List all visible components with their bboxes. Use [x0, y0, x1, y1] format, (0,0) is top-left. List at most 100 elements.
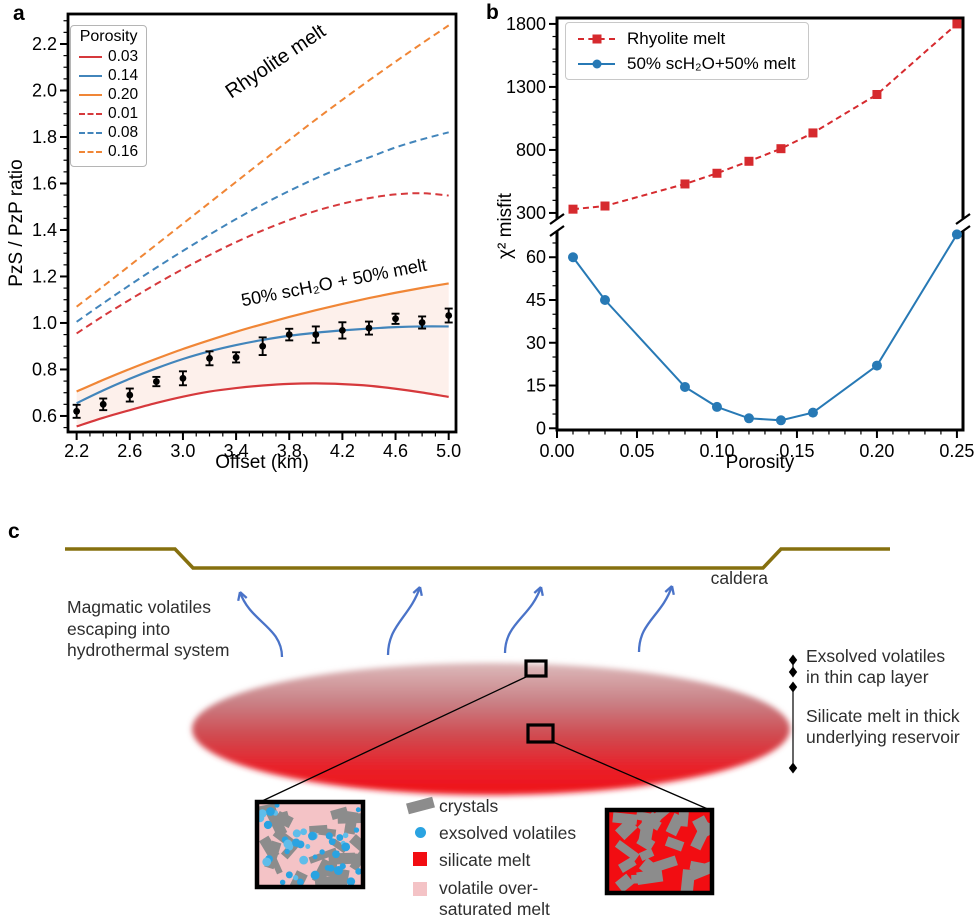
axis-break-mark — [955, 213, 971, 225]
legend-line-swatch — [578, 57, 615, 71]
legend-line-swatch — [79, 55, 102, 58]
svg-text:1800: 1800 — [506, 14, 546, 34]
panel-b-chart: 0.00 0.05 0.10 0.15 0.20 0.25 300 800 1300 1800 0 1… — [506, 14, 974, 461]
legend-entry-label: 0.16 — [108, 142, 139, 160]
observed-data-points — [72, 307, 453, 419]
svg-text:0.05: 0.05 — [619, 441, 654, 461]
caldera-label: caldera — [710, 568, 768, 588]
svg-text:15: 15 — [526, 376, 546, 396]
svg-text:1.6: 1.6 — [32, 173, 57, 193]
legend-line-swatch — [79, 74, 102, 77]
cap-layer-inset-border — [254, 799, 366, 890]
misfit-line-mix — [572, 233, 958, 422]
diagram-legend-item: silicate melt — [403, 850, 530, 871]
svg-text:3.4: 3.4 — [224, 441, 249, 461]
layer-thickness-brackets — [788, 654, 798, 774]
reservoir-text: Silicate melt in thick underlying reserv… — [806, 706, 960, 747]
svg-text:800: 800 — [516, 140, 546, 160]
svg-text:1300: 1300 — [506, 77, 546, 97]
svg-text:0.15: 0.15 — [779, 441, 814, 461]
svg-text:0.10: 0.10 — [699, 441, 734, 461]
legend-entry-rhyolite-melt: Rhyolite melt — [578, 26, 796, 51]
legend-entry-sch2o-melt: 50% scH₂O+50% melt — [578, 51, 796, 76]
axis-break-mark — [549, 225, 565, 237]
panel-label-c: c — [8, 520, 20, 543]
reservoir-inset-content — [612, 812, 710, 891]
legend-line-swatch — [79, 93, 102, 96]
caldera-surface-line — [65, 547, 890, 570]
legend-entry-label: 0.08 — [108, 123, 139, 141]
panel-c-diagram — [65, 547, 890, 896]
svg-text:5.0: 5.0 — [436, 441, 461, 461]
svg-text:0.6: 0.6 — [32, 406, 57, 426]
panel-a-chart: 2.2 2.6 3.0 3.4 3.8 4.2 4.6 5.0 0.6 0.8 1.0 1.2 1.4 1… — [32, 12, 461, 461]
volatile-dot-swatch — [414, 827, 426, 838]
diagram-legend-item: volatile over- saturated melt — [403, 878, 550, 919]
reservoir-inset-border — [604, 807, 715, 896]
legend-entry-label: 0.01 — [108, 104, 139, 122]
svg-text:2.2: 2.2 — [64, 441, 89, 461]
legend-entry-label: Rhyolite melt — [627, 28, 726, 48]
svg-text:1.4: 1.4 — [32, 220, 57, 240]
legend-entry-porosity-0.20: 0.20 — [79, 85, 138, 104]
panel-a-legend: Porosity 0.03 0.14 0.20 0.01 0.08 0.16 — [70, 25, 148, 167]
svg-text:45: 45 — [526, 290, 546, 310]
model-curve-porosity-0.01 — [76, 192, 449, 335]
panel-b-ticks — [549, 22, 958, 438]
panel-b-legend: Rhyolite melt 50% scH₂O+50% melt — [565, 22, 809, 80]
oversaturated-melt-swatch — [413, 882, 427, 896]
legend-entry-label: 0.03 — [108, 47, 139, 65]
svg-text:30: 30 — [526, 333, 546, 353]
legend-entry-label: 50% scH₂O+50% melt — [627, 53, 796, 73]
diagram-legend-item: exsolved volatiles — [403, 823, 576, 844]
legend-entry-label: 0.14 — [108, 66, 139, 84]
diagram-legend-item: crystals — [403, 796, 498, 817]
magma-reservoir-ellipse — [192, 663, 790, 795]
svg-text:1.8: 1.8 — [32, 127, 57, 147]
magmatic-volatiles-text: Magmatic volatiles escaping into hydroth… — [67, 597, 230, 660]
diagram-legend-label: silicate melt — [439, 850, 531, 870]
legend-line-swatch — [79, 112, 102, 115]
svg-text:2.0: 2.0 — [32, 80, 57, 100]
cap-layer-sample-box — [524, 659, 548, 678]
legend-line-swatch — [578, 32, 615, 46]
panel-label-a: a — [13, 2, 25, 25]
legend-entry-porosity-0.08: 0.08 — [79, 123, 138, 142]
svg-text:0.20: 0.20 — [859, 441, 894, 461]
legend-entry-porosity-0.16: 0.16 — [79, 142, 138, 161]
axis-break-mark — [549, 213, 565, 225]
panel-b-top-spines — [555, 16, 965, 219]
panel-a-frame — [66, 12, 458, 434]
svg-text:3.8: 3.8 — [277, 441, 302, 461]
legend-entry-porosity-0.03: 0.03 — [79, 47, 138, 66]
legend-title: Porosity — [79, 28, 138, 45]
connector-line-right — [552, 741, 711, 811]
svg-text:0.00: 0.00 — [539, 441, 574, 461]
diagram-legend-label: exsolved volatiles — [439, 823, 577, 843]
model-curve-porosity-0.03 — [76, 382, 449, 428]
model-curve-porosity-0.20 — [76, 282, 449, 393]
legend-line-swatch — [79, 131, 102, 134]
silicate-melt-swatch — [413, 852, 427, 866]
legend-entry-porosity-0.01: 0.01 — [79, 104, 138, 123]
svg-text:1.2: 1.2 — [32, 266, 57, 286]
panel-b-bottom-spines — [555, 231, 965, 432]
connector-line-left — [259, 675, 529, 803]
svg-text:2.2: 2.2 — [32, 34, 57, 54]
svg-text:60: 60 — [526, 247, 546, 267]
panel-label-b: b — [486, 1, 499, 24]
svg-text:0.8: 0.8 — [32, 359, 57, 379]
svg-text:0: 0 — [536, 418, 546, 438]
panel-a-yaxis-label: PzS / PzP ratio — [6, 159, 27, 287]
svg-text:3.0: 3.0 — [170, 441, 195, 461]
panel-b-yaxis-label: χ² misfit — [495, 193, 516, 259]
svg-text:2.6: 2.6 — [117, 441, 142, 461]
model-curve-porosity-0.08 — [76, 131, 449, 323]
crystal-swatch — [405, 796, 435, 815]
svg-text:1.0: 1.0 — [32, 313, 57, 333]
panel-a-xaxis-label: Offset (km) — [215, 452, 309, 473]
cap-layer-text: Exsolved volatiles in thin cap layer — [806, 646, 946, 687]
diagram-legend-label: volatile over- saturated melt — [439, 878, 550, 919]
volatile-escape-arrows — [237, 585, 675, 658]
diagram-legend-label: crystals — [439, 796, 499, 816]
